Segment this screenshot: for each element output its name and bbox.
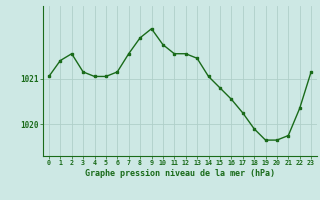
X-axis label: Graphe pression niveau de la mer (hPa): Graphe pression niveau de la mer (hPa) <box>85 169 275 178</box>
